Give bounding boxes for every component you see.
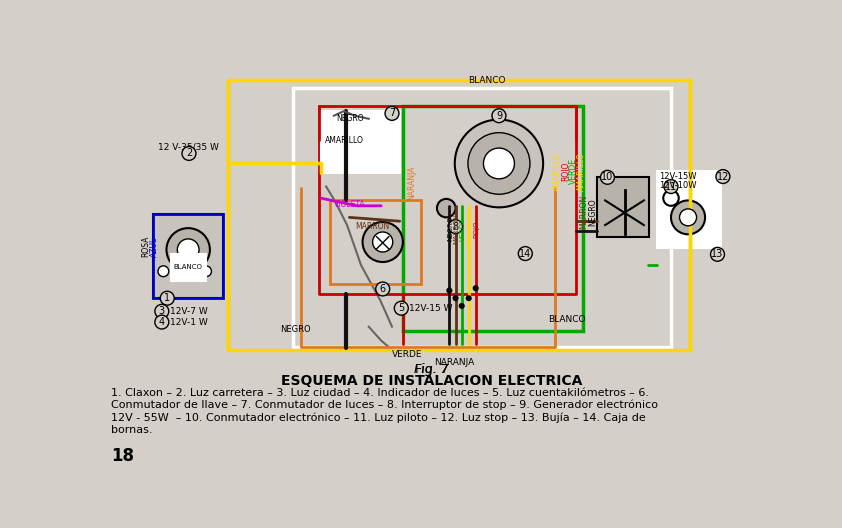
Circle shape <box>385 107 399 120</box>
Circle shape <box>483 148 514 179</box>
Text: VERDE: VERDE <box>460 217 466 241</box>
Bar <box>321 111 400 173</box>
Text: 9: 9 <box>496 111 502 121</box>
Text: 12 V-35/35 W: 12 V-35/35 W <box>158 142 219 151</box>
Text: Fig. 7: Fig. 7 <box>414 363 449 376</box>
Circle shape <box>376 282 390 296</box>
Circle shape <box>160 291 174 305</box>
Text: 13: 13 <box>711 249 723 259</box>
Text: 12V - 55W  – 10. Conmutador electrónico – 11. Luz piloto – 12. Luz stop – 13. Bu: 12V - 55W – 10. Conmutador electrónico –… <box>111 412 646 423</box>
Bar <box>153 213 223 298</box>
Text: 8: 8 <box>452 222 459 232</box>
Circle shape <box>437 199 456 218</box>
Circle shape <box>460 304 464 308</box>
Text: 4: 4 <box>159 317 165 327</box>
Circle shape <box>182 147 196 161</box>
Circle shape <box>711 248 724 261</box>
Bar <box>402 106 583 331</box>
Circle shape <box>447 288 451 293</box>
Text: Fig. 7: Fig. 7 <box>414 363 449 376</box>
Text: NEGRO: NEGRO <box>280 325 312 334</box>
Text: BLANCO: BLANCO <box>548 315 586 324</box>
Text: AMARILLO: AMARILLO <box>552 152 562 191</box>
Text: MARRON: MARRON <box>579 195 589 229</box>
Text: 3: 3 <box>159 306 165 316</box>
Circle shape <box>363 222 402 262</box>
Bar <box>153 213 223 298</box>
Circle shape <box>473 286 478 290</box>
Text: 10: 10 <box>601 172 614 182</box>
Text: ESQUEMA DE INSTALACION ELECTRICA: ESQUEMA DE INSTALACION ELECTRICA <box>281 374 582 388</box>
Circle shape <box>664 180 678 193</box>
Text: 2: 2 <box>186 148 192 158</box>
Text: 18: 18 <box>111 447 135 465</box>
Text: NEGRO: NEGRO <box>447 216 453 241</box>
Text: BLANCO: BLANCO <box>468 76 505 85</box>
Circle shape <box>468 133 530 194</box>
Text: VERDE: VERDE <box>569 158 578 184</box>
Circle shape <box>155 315 168 329</box>
Text: 12V-15W: 12V-15W <box>659 172 697 181</box>
Circle shape <box>600 171 615 184</box>
Circle shape <box>466 296 471 300</box>
Text: AMARILLO: AMARILLO <box>466 211 472 247</box>
Text: AMARILLO: AMARILLO <box>324 136 364 145</box>
Circle shape <box>167 228 210 271</box>
Bar <box>171 254 206 281</box>
Text: ROSA: ROSA <box>141 236 150 257</box>
Text: MARRON: MARRON <box>453 213 460 244</box>
Text: 1: 1 <box>164 293 170 303</box>
Text: NEGRO: NEGRO <box>336 114 364 124</box>
Circle shape <box>679 209 696 226</box>
Text: 12V-7 W: 12V-7 W <box>169 307 207 316</box>
Text: VERDE: VERDE <box>392 350 423 359</box>
Circle shape <box>492 109 506 122</box>
Circle shape <box>373 232 392 252</box>
Circle shape <box>178 239 199 260</box>
Circle shape <box>671 201 705 234</box>
Circle shape <box>200 266 211 277</box>
Text: 12V-1 W: 12V-1 W <box>169 317 207 327</box>
Circle shape <box>449 220 462 233</box>
Text: 5: 5 <box>398 303 404 313</box>
Text: 12: 12 <box>717 172 729 182</box>
Text: NARANJA: NARANJA <box>408 165 417 200</box>
Text: ROJO: ROJO <box>473 220 479 238</box>
Circle shape <box>519 247 532 260</box>
Text: 11: 11 <box>665 182 677 192</box>
Text: VIOLETA: VIOLETA <box>334 200 365 209</box>
Circle shape <box>455 119 543 208</box>
Text: 6: 6 <box>380 284 386 294</box>
Circle shape <box>663 191 679 206</box>
Circle shape <box>716 169 730 184</box>
Text: 7: 7 <box>389 108 395 118</box>
Text: 12V-15 W: 12V-15 W <box>409 304 452 313</box>
Text: 12V-10W: 12V-10W <box>659 181 697 190</box>
Bar <box>597 177 649 238</box>
Text: MARRON: MARRON <box>354 222 389 231</box>
Circle shape <box>394 301 408 315</box>
Bar <box>330 201 422 284</box>
Circle shape <box>453 296 458 300</box>
Text: AMARILLO: AMARILLO <box>578 152 586 191</box>
Text: NEGRO: NEGRO <box>589 198 597 226</box>
Text: NARANJA: NARANJA <box>434 357 474 366</box>
Bar <box>657 171 721 248</box>
Text: AZUL: AZUL <box>150 237 158 257</box>
Text: ROJO: ROJO <box>561 162 570 181</box>
Text: 14: 14 <box>520 249 531 259</box>
Bar <box>293 88 671 347</box>
Text: Conmutador de llave – 7. Conmutador de luces – 8. Interruptor de stop – 9. Gener: Conmutador de llave – 7. Conmutador de l… <box>111 400 658 410</box>
Circle shape <box>155 304 168 318</box>
Text: bornas.: bornas. <box>111 425 153 435</box>
Circle shape <box>158 266 168 277</box>
Text: BLANCO: BLANCO <box>173 265 203 270</box>
Text: 1. Claxon – 2. Luz carretera – 3. Luz ciudad – 4. Indicador de luces – 5. Luz cu: 1. Claxon – 2. Luz carretera – 3. Luz ci… <box>111 388 649 398</box>
